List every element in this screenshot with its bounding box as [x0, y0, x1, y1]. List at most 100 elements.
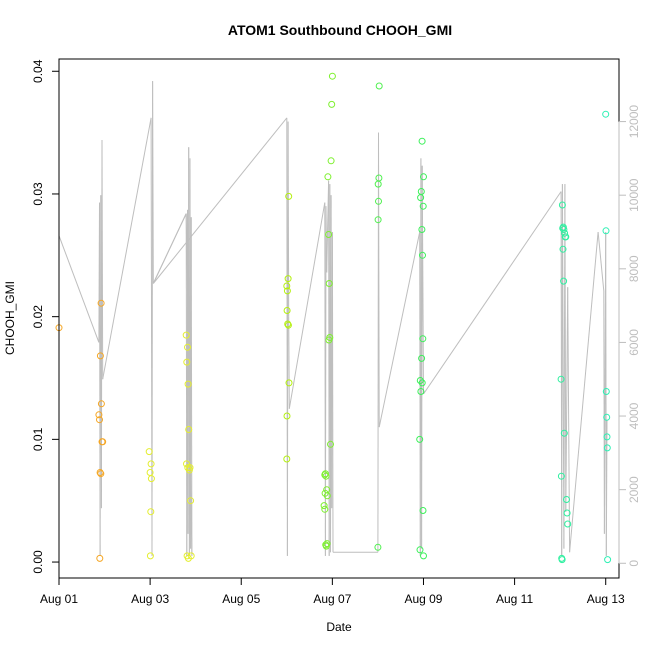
data-point	[418, 354, 426, 362]
data-point	[560, 226, 568, 233]
data-point	[557, 375, 565, 383]
data-point	[183, 460, 190, 468]
altitude-line-segment	[152, 213, 187, 284]
data-point	[284, 275, 292, 283]
x-axis-title: Date	[326, 620, 352, 634]
chart-title: ATOM1 Southbound CHOOH_GMI	[228, 22, 452, 38]
data-point	[604, 556, 612, 564]
data-point	[558, 556, 566, 564]
data-point	[416, 435, 424, 443]
altitude-line-segment	[564, 184, 567, 512]
altitude-line-segment	[565, 287, 569, 512]
data-point	[560, 429, 568, 437]
altitude-line-segment	[324, 206, 327, 556]
altitude-line-segment	[423, 191, 562, 395]
altitude-line-segment	[287, 121, 290, 317]
x-tick-label: Aug 11	[496, 592, 533, 606]
data-point	[418, 137, 426, 145]
data-point	[558, 201, 566, 209]
data-point	[559, 245, 567, 253]
y2-tick-label: 0	[627, 560, 641, 567]
data-point	[321, 489, 329, 497]
y2-tick-label: 10000	[627, 178, 641, 212]
data-point	[563, 509, 571, 517]
data-point	[419, 202, 427, 210]
data-point	[146, 552, 154, 560]
data-point	[602, 227, 610, 235]
data-point	[320, 502, 328, 510]
data-point	[419, 251, 426, 259]
data-point	[418, 226, 426, 233]
data-point	[374, 543, 382, 551]
altitude-line-segment	[331, 231, 334, 553]
data-point	[283, 455, 291, 463]
data-point	[95, 411, 103, 419]
data-point	[419, 507, 427, 514]
data-point	[564, 520, 572, 528]
altitude-line-segment	[190, 217, 193, 556]
data-point	[416, 546, 424, 554]
x-tick-label: Aug 03	[131, 592, 169, 606]
altitude-line-segment	[58, 235, 100, 343]
data-point	[187, 497, 195, 505]
data-point	[420, 173, 427, 181]
y2-tick-label: 6000	[627, 329, 641, 356]
altitude-line-segment	[152, 117, 288, 284]
y2-tick-label: 12000	[627, 105, 641, 139]
data-point	[147, 508, 155, 516]
data-point	[284, 320, 292, 328]
data-point	[186, 464, 194, 472]
data-point	[324, 173, 332, 181]
y2-tick-label: 2000	[627, 476, 641, 503]
data-point	[602, 388, 610, 395]
data-point	[185, 426, 193, 433]
data-point	[417, 188, 425, 195]
data-point	[96, 554, 104, 562]
data-point	[603, 413, 611, 421]
x-tick-label: Aug 01	[40, 592, 78, 606]
data-point	[557, 472, 565, 480]
data-point	[327, 157, 335, 165]
altitude-line-segment	[605, 419, 608, 556]
data-point	[283, 287, 291, 295]
data-point	[284, 321, 292, 329]
data-point	[325, 336, 333, 344]
data-point	[602, 110, 610, 118]
data-point	[285, 192, 293, 200]
data-point	[182, 331, 190, 339]
data-point	[96, 469, 104, 476]
data-point	[184, 380, 192, 388]
altitude-line-segment	[569, 231, 599, 553]
data-point	[97, 400, 105, 408]
x-tick-label: Aug 13	[587, 592, 625, 606]
data-point	[560, 277, 568, 285]
data-point	[183, 358, 191, 366]
y-axis-title: CHOOH_GMI	[3, 281, 17, 355]
data-point	[184, 554, 192, 562]
altitude-line-segment	[102, 117, 152, 380]
altitude-line-segment	[288, 202, 326, 409]
y-tick-label: 0.01	[31, 427, 45, 451]
altitude-line-segment	[378, 231, 421, 428]
data-point	[562, 233, 570, 241]
data-point	[99, 438, 107, 446]
data-point	[323, 540, 331, 548]
data-point	[283, 412, 291, 420]
data-point	[96, 352, 104, 360]
y-axis-left: 0.00 0.01 0.02 0.03 0.04	[31, 59, 60, 574]
data-point	[420, 552, 427, 560]
data-point	[321, 505, 329, 513]
data-point	[145, 448, 153, 456]
data-point	[147, 460, 155, 468]
data-point	[325, 280, 333, 287]
plot-frame	[58, 58, 620, 579]
data-point	[283, 282, 291, 290]
y-tick-label: 0.04	[31, 59, 45, 83]
data-point	[97, 470, 105, 478]
y2-tick-label: 8000	[627, 255, 641, 282]
data-point	[283, 307, 291, 314]
altitude-line-segment	[101, 139, 104, 380]
data-point	[561, 229, 569, 237]
data-point	[419, 335, 427, 343]
